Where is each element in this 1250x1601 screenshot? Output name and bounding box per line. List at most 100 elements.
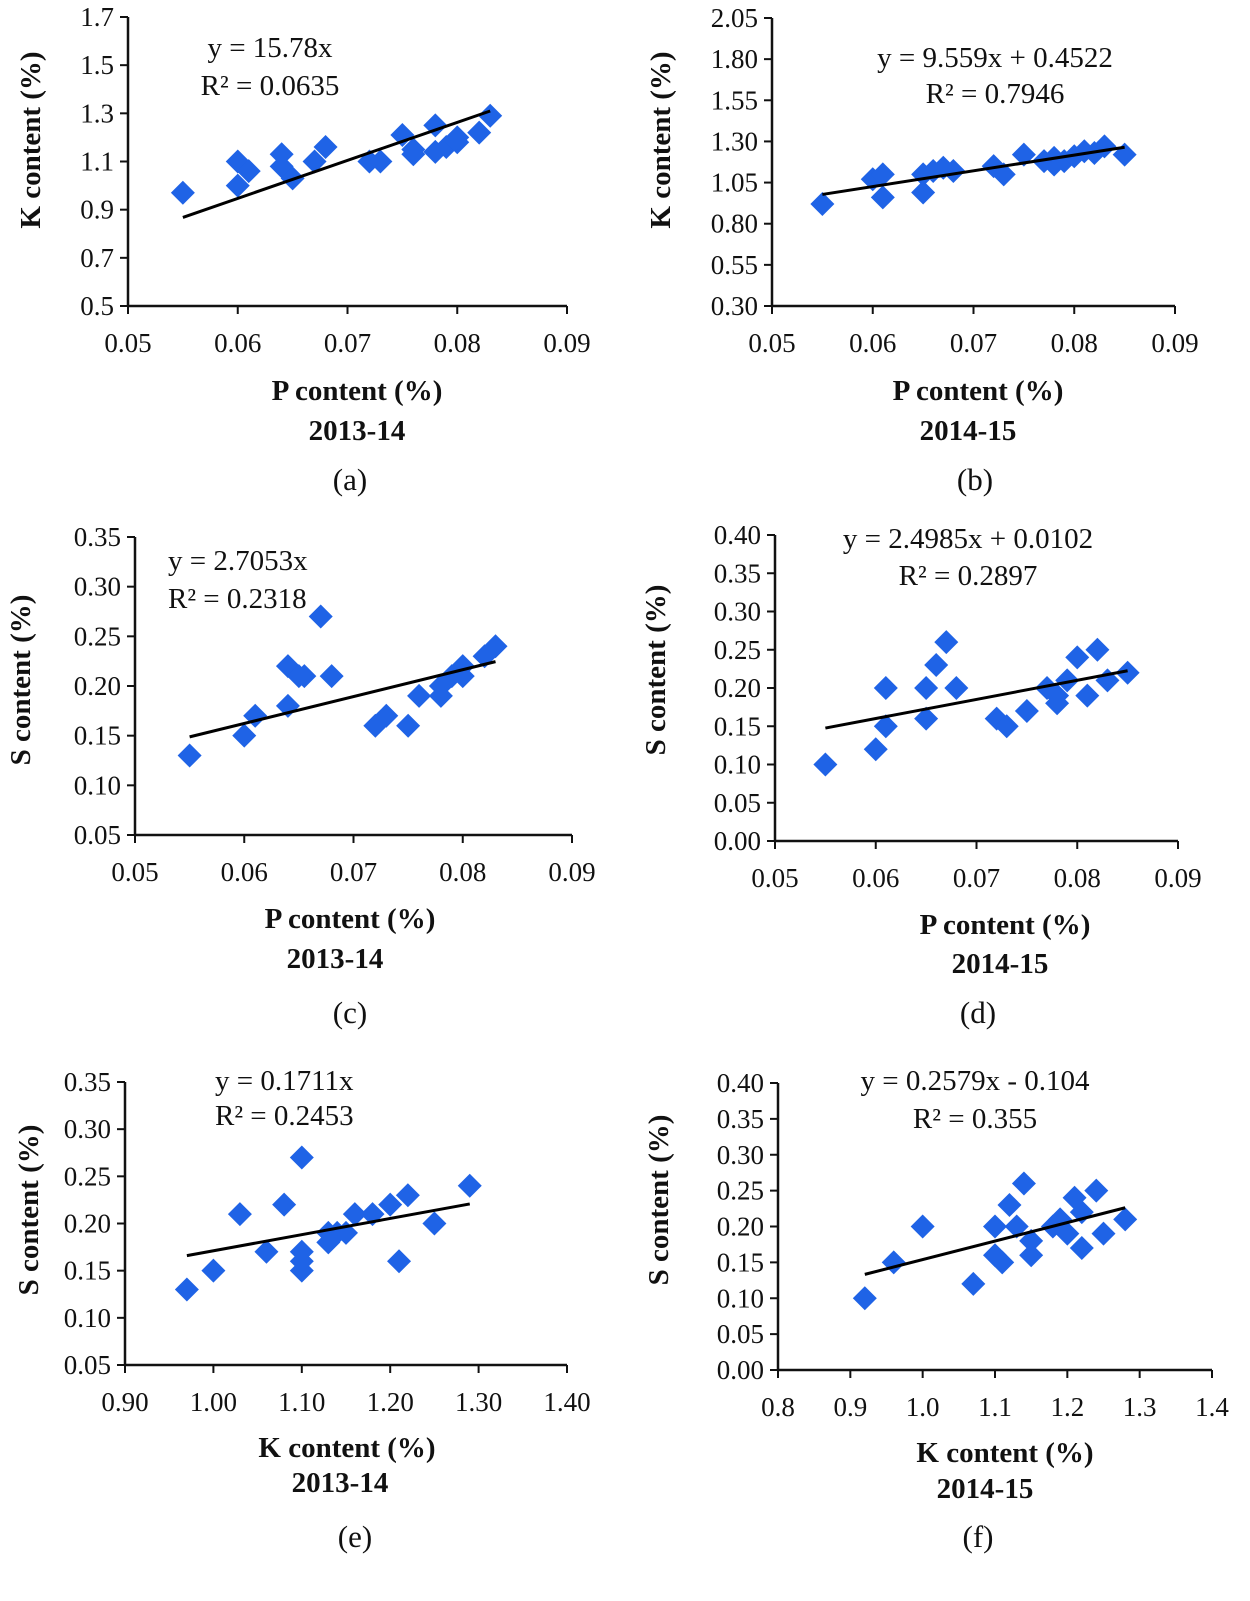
y-tick-label: 1.1 [80, 147, 114, 177]
y-tick-label: 0.20 [64, 1209, 111, 1239]
trend-line [182, 109, 491, 219]
y-tick-label: 0.15 [717, 1247, 764, 1277]
data-point [170, 180, 195, 205]
data-point [852, 1286, 877, 1311]
data-point [407, 683, 432, 708]
data-point [272, 1192, 297, 1217]
panel-caption: (f) [963, 1519, 994, 1554]
data-point [924, 653, 949, 678]
data-point [1091, 1221, 1116, 1246]
x-tick-label: 1.40 [543, 1387, 590, 1417]
year-label: 2014-15 [952, 948, 1049, 980]
year-label: 2014-15 [920, 415, 1017, 447]
data-point [1075, 683, 1100, 708]
year-label: 2013-14 [287, 943, 384, 975]
data-point [944, 676, 969, 700]
data-point [254, 1239, 279, 1264]
trend-line [822, 145, 1125, 196]
data-point [478, 103, 503, 128]
data-point [308, 604, 333, 629]
x-tick-label: 0.05 [104, 328, 151, 358]
x-tick-label: 0.06 [221, 857, 268, 887]
y-tick-label: 0.55 [711, 250, 758, 280]
y-axis-label: K content (%) [645, 51, 677, 228]
r-squared: R² = 0.2897 [899, 560, 1038, 592]
trend-equation: y = 2.7053x [168, 545, 308, 577]
y-tick-label: 0.80 [711, 209, 758, 239]
x-tick-label: 0.08 [439, 857, 486, 887]
x-tick-label: 1.4 [1195, 1392, 1229, 1422]
y-tick-label: 0.10 [717, 1283, 764, 1313]
data-point [1055, 668, 1080, 693]
trend-line [189, 660, 496, 739]
data-point [342, 1202, 367, 1227]
x-axis-label: P content (%) [893, 375, 1064, 407]
x-tick-label: 0.8 [761, 1392, 795, 1422]
data-point [387, 1249, 412, 1274]
y-tick-label: 0.30 [64, 1114, 111, 1144]
x-tick-label: 0.05 [111, 857, 158, 887]
data-point [457, 1173, 482, 1198]
trend-equation: y = 0.1711x [215, 1065, 354, 1097]
y-tick-label: 0.40 [717, 1068, 764, 1098]
y-tick-label: 0.30 [74, 572, 121, 602]
y-axis-label: S content (%) [640, 585, 672, 756]
x-tick-label: 0.08 [1054, 863, 1101, 893]
x-tick-label: 0.07 [330, 857, 377, 887]
trend-equation: y = 0.2579x - 0.104 [860, 1065, 1090, 1097]
year-label: 2013-14 [309, 415, 406, 447]
data-point [863, 737, 888, 762]
y-tick-label: 0.20 [714, 673, 761, 703]
panel-caption: (c) [333, 995, 367, 1030]
data-point [961, 1271, 986, 1296]
r-squared: R² = 0.7946 [926, 78, 1065, 110]
data-point [302, 149, 327, 174]
data-point [997, 1192, 1022, 1217]
data-point [368, 149, 393, 174]
data-point [319, 664, 344, 689]
data-point [934, 630, 959, 655]
data-point [378, 1192, 403, 1217]
panel-caption: (d) [960, 995, 996, 1030]
x-tick-label: 0.90 [101, 1387, 148, 1417]
y-axis-label: K content (%) [15, 51, 47, 228]
data-point [870, 162, 895, 187]
x-tick-label: 0.07 [324, 328, 371, 358]
panel-f: 0.8 0.9 1.0 1.1 1.2 1.3 1.4 0.00 0.05 0.10 0.15 0.2… [643, 1065, 1229, 1554]
trend-line [864, 1206, 1126, 1276]
y-tick-label: 1.3 [80, 98, 114, 128]
data-point [395, 1183, 420, 1208]
data-point [1045, 691, 1070, 716]
x-tick-label: 0.09 [548, 857, 595, 887]
y-tick-label: 1.55 [711, 85, 758, 115]
x-axis-label: P content (%) [272, 375, 443, 407]
data-point [236, 159, 261, 184]
data-point [813, 752, 838, 777]
data-point [910, 1214, 935, 1239]
trend-equation: y = 15.78x [207, 32, 333, 64]
data-point [941, 159, 966, 184]
data-point [289, 1145, 314, 1170]
x-tick-label: 1.3 [1123, 1392, 1157, 1422]
y-tick-label: 0.05 [74, 820, 121, 850]
y-tick-label: 1.5 [80, 50, 114, 80]
x-tick-label: 0.09 [1154, 863, 1201, 893]
panel-a: 0.05 0.06 0.07 0.08 0.09 0.5 0.7 0.9 1.1 1.3 1.5 1.… [15, 2, 591, 497]
data-point [201, 1258, 226, 1283]
x-axis-label: K content (%) [916, 1437, 1093, 1469]
y-tick-label: 0.30 [714, 597, 761, 627]
x-axis-label: P content (%) [920, 909, 1091, 941]
y-tick-label: 0.15 [64, 1256, 111, 1286]
data-point [232, 723, 257, 748]
y-tick-label: 0.25 [64, 1161, 111, 1191]
r-squared: R² = 0.0635 [201, 70, 340, 102]
x-tick-label: 0.05 [751, 863, 798, 893]
y-tick-label: 1.7 [80, 2, 114, 32]
y-tick-label: 0.25 [717, 1176, 764, 1206]
data-point [810, 191, 835, 216]
y-tick-label: 0.20 [74, 671, 121, 701]
y-tick-label: 0.05 [64, 1350, 111, 1380]
data-point [1115, 660, 1140, 685]
data-point [374, 703, 399, 728]
data-point [1019, 1243, 1044, 1268]
